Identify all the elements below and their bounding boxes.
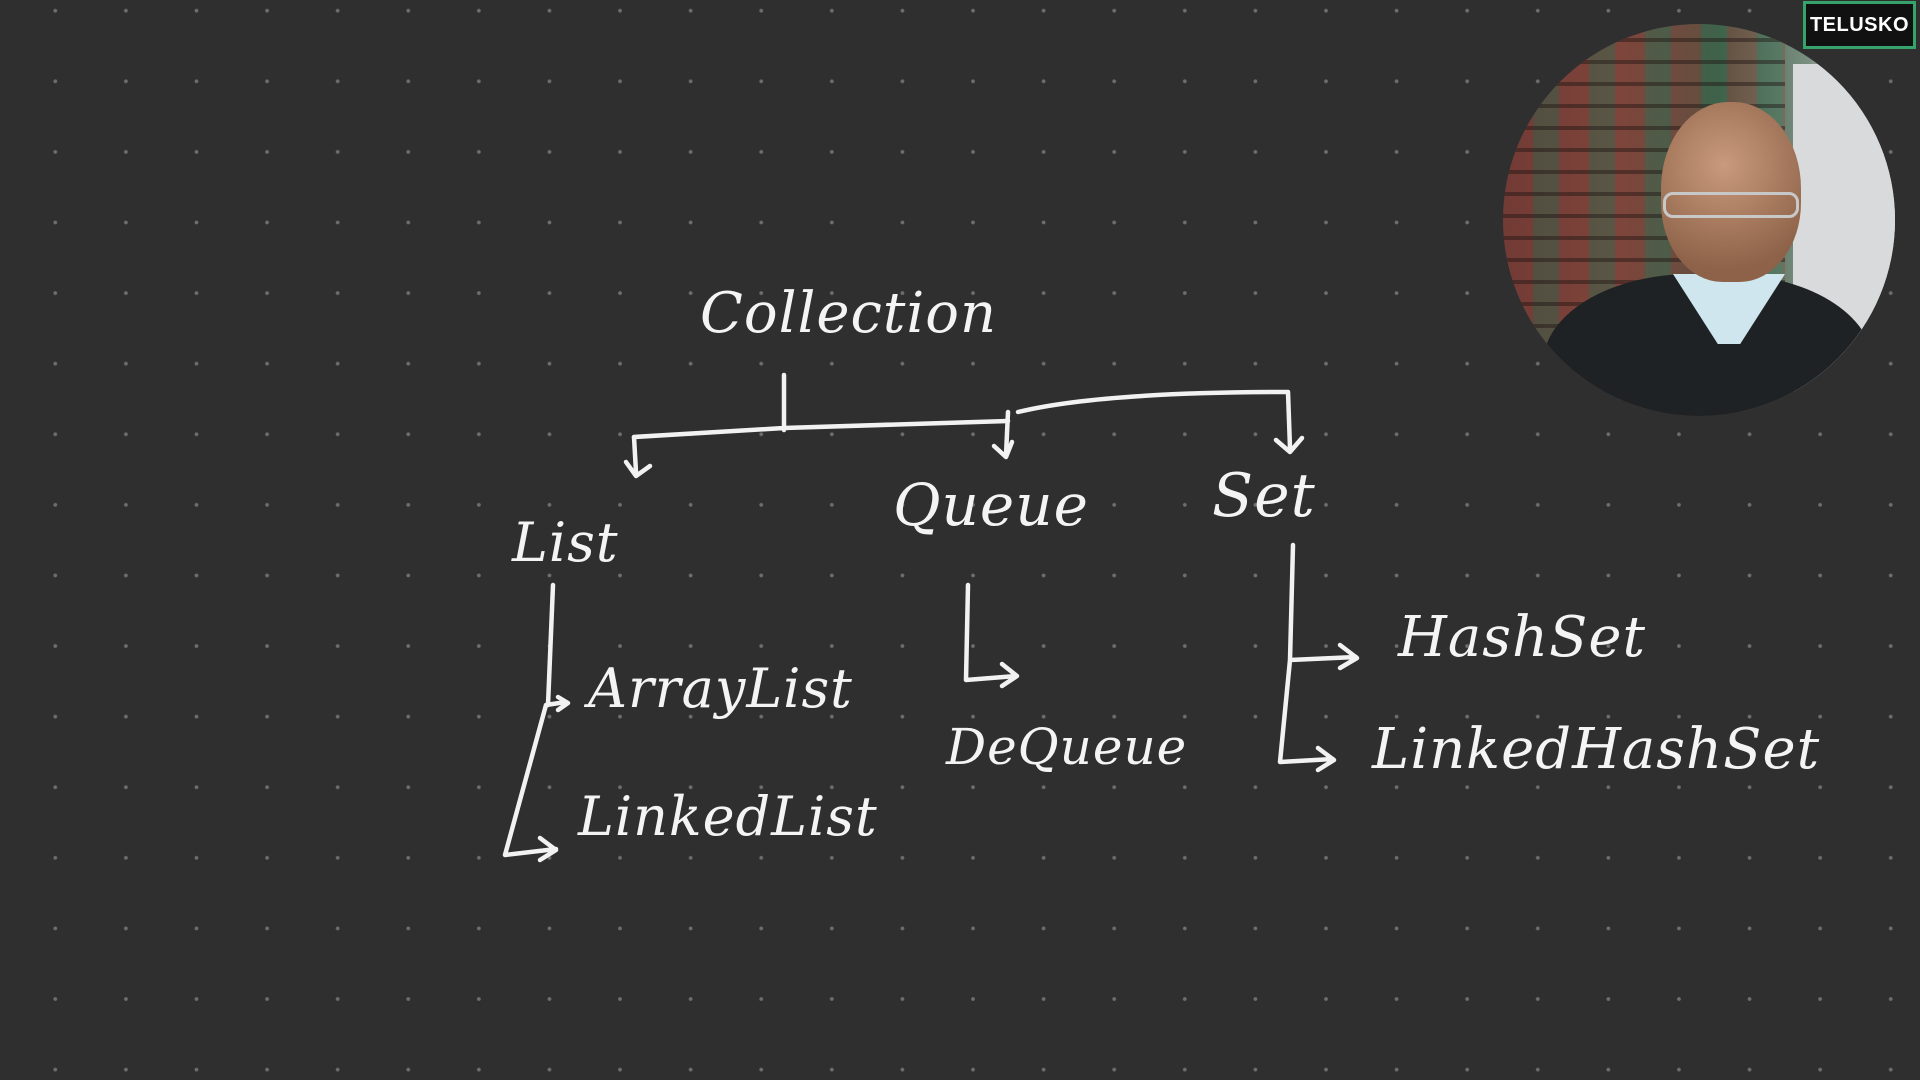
leaf-hashset: HashSet [1398, 605, 1647, 670]
leaf-linkedlist: LinkedList [578, 785, 878, 848]
leaf-dequeue: DeQueue [946, 718, 1188, 776]
leaf-linkedhashset: LinkedHashSet [1372, 717, 1821, 782]
node-queue: Queue [893, 471, 1089, 539]
node-collection: Collection [700, 281, 998, 346]
presenter-glasses [1663, 192, 1799, 218]
root-connector [631, 372, 1011, 440]
arrow-to-set [1015, 389, 1305, 455]
list-branch [502, 582, 571, 863]
node-list: List [512, 511, 619, 574]
queue-branch [963, 582, 1020, 689]
set-branch [1277, 542, 1360, 773]
presenter-webcam [1503, 24, 1895, 416]
telusko-logo: TELUSKO [1803, 1, 1916, 49]
arrow-to-list [623, 434, 653, 479]
node-set: Set [1212, 461, 1316, 531]
leaf-arraylist: ArrayList [588, 657, 853, 720]
arrow-to-queue [991, 409, 1015, 460]
